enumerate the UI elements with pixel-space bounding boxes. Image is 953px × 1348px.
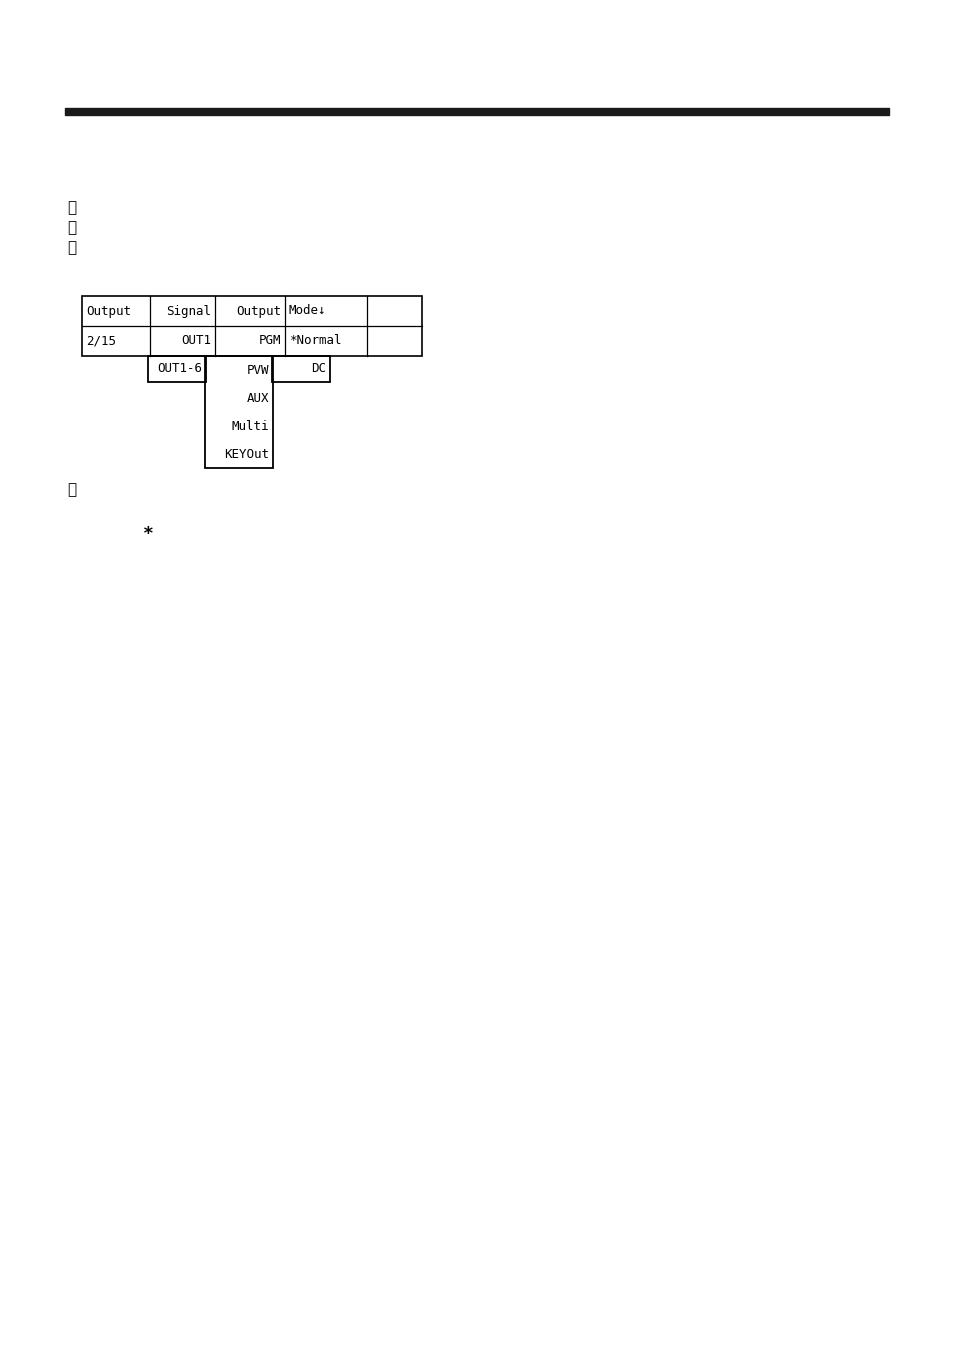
Text: ③: ③ [68, 240, 76, 256]
Text: Multi: Multi [232, 419, 269, 433]
Text: ④: ④ [68, 483, 76, 497]
Text: OUT1-6: OUT1-6 [157, 363, 202, 376]
Text: Output: Output [235, 305, 281, 318]
Text: KEYOut: KEYOut [224, 448, 269, 461]
Text: DC: DC [311, 363, 326, 376]
Text: Mode↓: Mode↓ [289, 305, 326, 318]
Text: *Normal: *Normal [289, 334, 341, 348]
Text: AUX: AUX [246, 391, 269, 404]
Bar [148, 356, 206, 381]
Text: Signal: Signal [166, 305, 211, 318]
Bar [82, 297, 421, 356]
Text: OUT1: OUT1 [181, 334, 211, 348]
Bar [272, 356, 330, 381]
Bar [65, 108, 888, 115]
Text: PVW: PVW [246, 364, 269, 376]
Bar [205, 356, 273, 468]
Text: Output: Output [86, 305, 131, 318]
Text: *: * [142, 524, 153, 543]
Text: ②: ② [68, 221, 76, 236]
Text: 2/15: 2/15 [86, 334, 116, 348]
Text: PGM: PGM [258, 334, 281, 348]
Text: ①: ① [68, 201, 76, 216]
